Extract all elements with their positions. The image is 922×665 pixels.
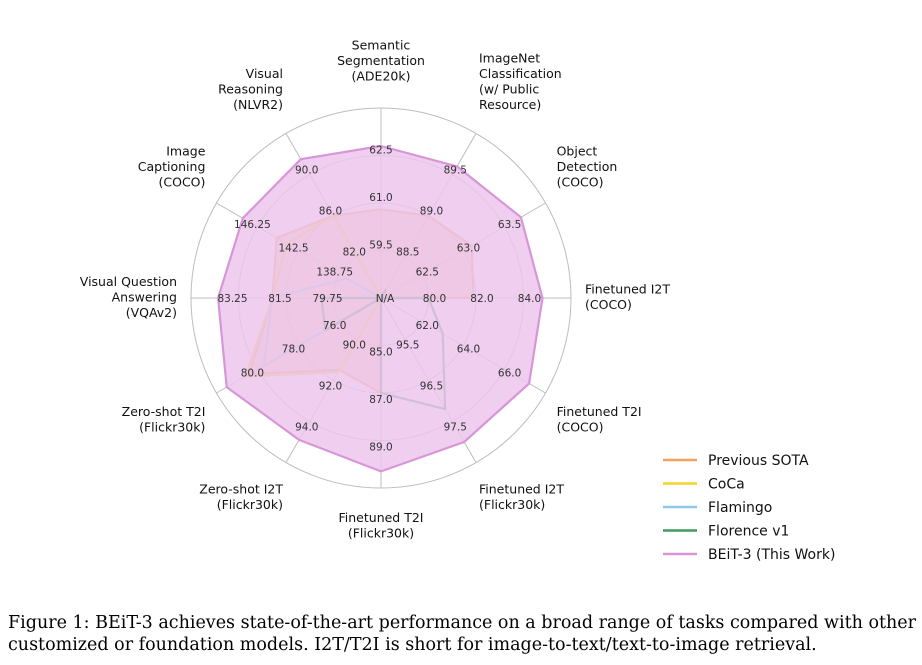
tick-label: 92.0 — [319, 381, 342, 393]
tick-label: 62.5 — [369, 145, 392, 157]
axis-label-line: (ADE20k) — [352, 69, 411, 84]
axis-label: Finetuned T2I (Flickr30k) — [339, 510, 424, 541]
axis-label-line: Finetuned I2T — [585, 282, 670, 297]
axis-label: Zero-shot I2T (Flickr30k) — [199, 482, 283, 512]
legend-label: Florence v1 — [708, 524, 789, 540]
axis-label: Object Detection (COCO) — [557, 144, 618, 190]
axis-label-line: Finetuned I2T — [479, 482, 564, 497]
tick-label: 79.75 — [312, 293, 342, 305]
tick-label: 80.0 — [241, 367, 264, 379]
radar-tick-labels: 59.5 61.0 62.5 88.5 89.0 89.5 62.5 63.0 63.5 80.0… — [217, 145, 541, 454]
tick-label: 85.0 — [369, 347, 392, 359]
tick-label: 64.0 — [457, 344, 480, 356]
axis-label-line: Captioning — [138, 159, 206, 174]
tick-label: 76.0 — [323, 320, 346, 332]
axis-label-line: (VQAv2) — [126, 305, 177, 320]
tick-label: 78.0 — [282, 344, 305, 356]
tick-label: 62.0 — [416, 320, 439, 332]
axis-label-line: ImageNet — [479, 50, 540, 65]
axis-label: Zero-shot T2I (Flickr30k) — [122, 404, 206, 435]
tick-label: 86.0 — [319, 206, 342, 218]
legend-label: Previous SOTA — [708, 453, 809, 469]
axis-label-line: (COCO) — [159, 175, 206, 190]
tick-label: 97.5 — [444, 422, 467, 434]
axis-label: Finetuned I2T (COCO) — [585, 282, 670, 313]
axis-label: Finetuned I2T (Flickr30k) — [479, 482, 564, 512]
legend-label: CoCa — [708, 477, 745, 493]
figure-caption: Figure 1: BEiT-3 achieves state-of-the-a… — [8, 612, 918, 656]
tick-label: 96.5 — [420, 381, 443, 393]
radar-series — [217, 144, 544, 473]
axis-label-line: Finetuned T2I — [557, 404, 642, 419]
legend-label: Flamingo — [708, 500, 772, 516]
axis-label-line: Visual — [246, 66, 283, 81]
tick-label: 87.0 — [369, 394, 392, 406]
tick-label: 61.0 — [369, 192, 392, 204]
axis-label-line: Answering — [112, 289, 177, 304]
tick-label: 82.0 — [343, 247, 366, 259]
tick-label: 82.0 — [470, 293, 493, 305]
tick-label: 84.0 — [518, 293, 541, 305]
axis-label-line: Visual Question — [80, 274, 177, 289]
axis-label-line: (Flickr30k) — [348, 526, 414, 541]
axis-label-line: Reasoning — [218, 81, 283, 96]
radar-chart: 59.5 61.0 62.5 88.5 89.0 89.5 62.5 63.0 63.5 80.0… — [80, 38, 836, 564]
axis-label-line: Segmentation — [337, 53, 425, 68]
tick-label: 89.0 — [420, 206, 443, 218]
axis-label: Visual Question Answering (VQAv2) — [80, 274, 177, 320]
axis-label-line: Classification — [479, 66, 562, 81]
axis-label: Semantic Segmentation (ADE20k) — [337, 38, 425, 84]
axis-label-line: (COCO) — [557, 175, 604, 190]
axis-label-line: Zero-shot I2T — [199, 482, 283, 497]
axis-label-line: Image — [166, 144, 205, 159]
tick-label: 62.5 — [416, 266, 439, 278]
tick-label: 94.0 — [295, 422, 318, 434]
tick-label: 138.75 — [316, 266, 353, 278]
tick-label: 66.0 — [498, 367, 521, 379]
center-label: N/A — [376, 293, 395, 305]
tick-label: 90.0 — [295, 164, 318, 176]
caption-text: BEiT-3 achieves state-of-the-art perform… — [8, 613, 917, 655]
tick-label: 142.5 — [278, 243, 308, 255]
tick-label: 90.0 — [343, 339, 366, 351]
axis-label-line: (Flickr30k) — [217, 497, 283, 512]
tick-label: 83.25 — [217, 293, 247, 305]
axis-label-line: (COCO) — [585, 297, 632, 312]
chart-legend: Previous SOTA CoCa Flamingo Florence v1 BEiT… — [663, 453, 835, 563]
axis-label: Image Captioning (COCO) — [138, 144, 206, 190]
legend-label: BEiT-3 (This Work) — [708, 547, 835, 563]
tick-label: 80.0 — [423, 293, 446, 305]
axis-label-line: (NLVR2) — [233, 97, 283, 112]
axis-label-line: Object — [557, 144, 598, 159]
tick-label: 59.5 — [369, 240, 392, 252]
series-beit-3-this-work — [217, 144, 544, 473]
radar-axis-labels: Semantic Segmentation (ADE20k) ImageNet Clas… — [80, 38, 671, 541]
axis-label-line: (COCO) — [557, 420, 604, 435]
axis-label: ImageNet Classification (w/ Public Resource… — [479, 50, 562, 112]
tick-label: 89.0 — [369, 442, 392, 454]
axis-label: Visual Reasoning (NLVR2) — [218, 66, 283, 112]
axis-label-line: Resource) — [479, 97, 541, 112]
tick-label: 81.5 — [268, 293, 291, 305]
tick-label: 63.5 — [498, 219, 521, 231]
axis-label: Finetuned T2I (COCO) — [557, 404, 642, 435]
tick-label: 89.5 — [444, 164, 467, 176]
axis-label-line: (w/ Public — [479, 81, 539, 96]
caption-prefix: Figure 1: — [8, 613, 96, 633]
axis-label-line: (Flickr30k) — [479, 497, 545, 512]
tick-label: 88.5 — [396, 247, 419, 259]
tick-label: 63.0 — [457, 243, 480, 255]
axis-label-line: (Flickr30k) — [139, 420, 205, 435]
axis-label-line: Detection — [557, 159, 618, 174]
tick-label: 146.25 — [234, 219, 271, 231]
axis-label-line: Finetuned T2I — [339, 510, 424, 525]
axis-label-line: Zero-shot T2I — [122, 404, 206, 419]
axis-label-line: Semantic — [352, 38, 411, 53]
tick-label: 95.5 — [396, 339, 419, 351]
